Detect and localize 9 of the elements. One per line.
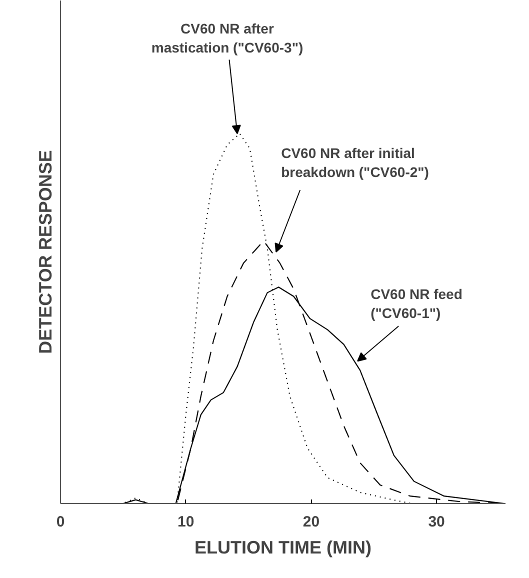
x-tick-label: 20 — [302, 514, 320, 530]
x-tick-label: 0 — [56, 514, 65, 530]
x-axis-title: ELUTION TIME (MIN) — [194, 538, 372, 558]
annotation: CV60 NR feed ("CV60-1") — [370, 286, 462, 322]
annotation: CV60 NR after mastication ("CV60-3") — [151, 20, 304, 56]
x-tick-label: 30 — [428, 514, 445, 530]
y-axis-title: DETECTOR RESPONSE — [36, 150, 56, 354]
x-tick-label: 10 — [178, 514, 194, 530]
annotation: CV60 NR after initial breakdown ("CV60-2") — [281, 144, 429, 180]
